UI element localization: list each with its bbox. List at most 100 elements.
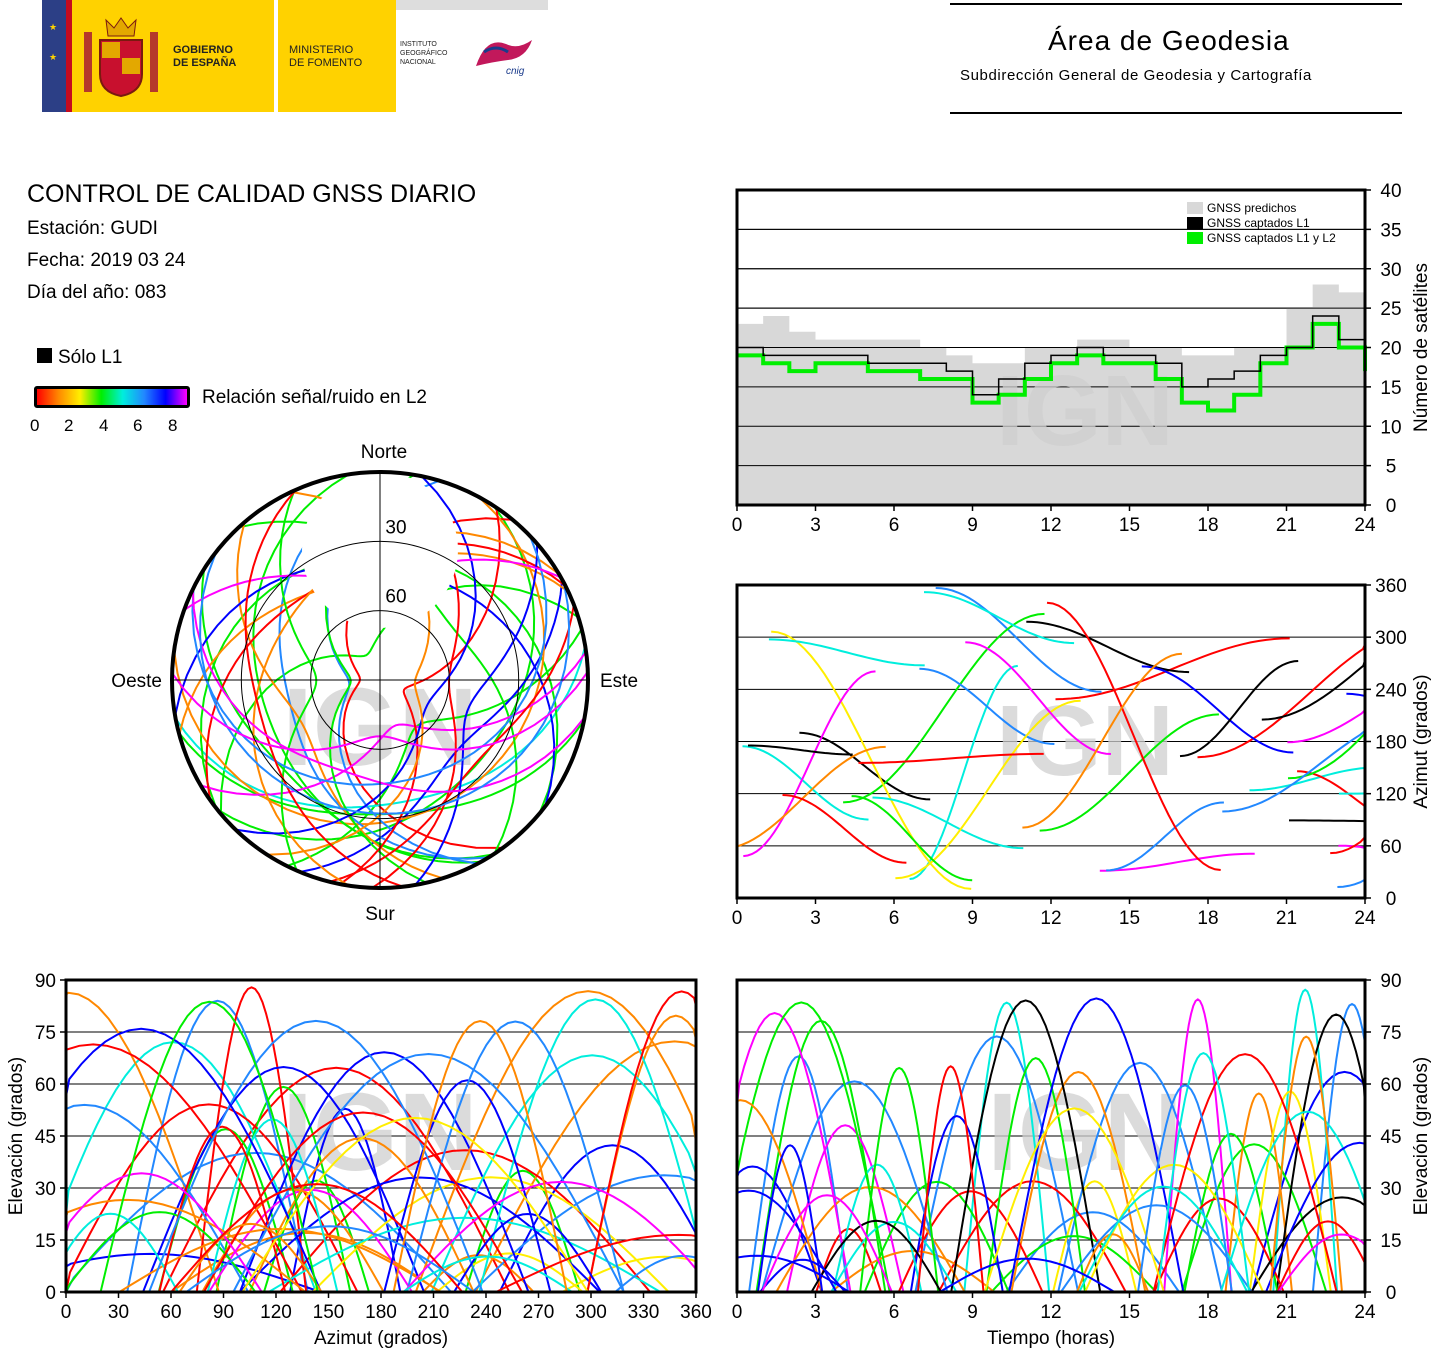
x-tick-label: 15 <box>1119 1302 1140 1323</box>
x-tick-label: 3 <box>810 908 821 929</box>
elt-track <box>863 1180 1010 1293</box>
series-l1-line <box>737 315 1366 396</box>
y-tick-label: 0 <box>1386 889 1397 910</box>
y-tick-label: 60 <box>35 1075 56 1096</box>
elt-track <box>1137 1084 1233 1293</box>
x-tick-label: 0 <box>732 1302 743 1323</box>
azimuth-track <box>1289 820 1365 821</box>
azimuth-track <box>1047 603 1221 870</box>
snr-tick-8: 8 <box>168 416 178 435</box>
x-tick-label: 60 <box>160 1302 181 1323</box>
skyplot-track <box>329 604 575 883</box>
x-tick-label: 120 <box>260 1302 292 1323</box>
skyplot-track <box>278 471 489 860</box>
y-tick-label: 30 <box>1380 260 1401 281</box>
x-tick-label: 0 <box>732 515 743 535</box>
elt-track <box>859 1066 940 1293</box>
legend-label: GNSS predichos <box>1207 201 1296 215</box>
y-tick-label: 90 <box>1380 971 1401 992</box>
x-tick-label: 180 <box>365 1302 397 1323</box>
elaz-track <box>65 1211 257 1293</box>
legend-swatch <box>1187 217 1203 229</box>
elt-track <box>1060 1204 1253 1293</box>
azimuth-track <box>1338 846 1365 897</box>
azimuth-track <box>843 614 1044 803</box>
x-tick-label: 90 <box>213 1302 234 1323</box>
elt-track <box>1275 1013 1366 1293</box>
x-tick-label: 6 <box>889 515 900 535</box>
skyplot-track <box>200 651 587 796</box>
x-tick-label: 21 <box>1276 908 1297 929</box>
count-watermark: IGN <box>996 355 1174 467</box>
elaz-track <box>436 1252 584 1293</box>
elaz-track <box>178 1222 323 1293</box>
x-axis-label: Azimut (grados) <box>314 1328 448 1349</box>
azimuth-track <box>748 746 853 755</box>
elaz-track <box>206 1118 339 1293</box>
elaz-track <box>118 1227 442 1293</box>
azimuth-track <box>743 746 869 819</box>
x-tick-label: 24 <box>1354 515 1376 535</box>
y-tick-label: 240 <box>1375 680 1407 701</box>
elaz-track <box>232 1052 625 1293</box>
skyplot-track <box>199 551 571 815</box>
elt-track <box>1224 1092 1293 1293</box>
x-tick-label: 0 <box>732 908 743 929</box>
area-title-box: Área de Geodesia Subdirección General de… <box>950 3 1402 114</box>
elt-track <box>736 1001 891 1293</box>
elt-track <box>914 1035 1080 1293</box>
x-tick-label: 270 <box>523 1302 555 1323</box>
eu-flag-stripe: ★ ★ <box>42 0 66 112</box>
elaz-track <box>478 998 697 1293</box>
elaz-track <box>162 1066 511 1293</box>
elaz-track <box>185 1225 475 1293</box>
elt-track <box>1183 1132 1279 1293</box>
skyplot-track <box>216 505 536 841</box>
elaz-track <box>402 1255 573 1293</box>
snr-tick-0: 0 <box>30 416 40 435</box>
ign-line2: GEOGRÁFICO <box>400 50 448 57</box>
y-tick-label: 40 <box>1380 181 1401 202</box>
y-tick-label: 75 <box>1380 1023 1401 1044</box>
elaz-track <box>126 999 309 1293</box>
y-axis-label: Azimut (grados) <box>1411 674 1432 808</box>
y-tick-label: 60 <box>1380 1075 1401 1096</box>
snr-tick-6: 6 <box>133 416 143 435</box>
area-subtitle: Subdirección General de Geodesia y Carto… <box>960 67 1312 84</box>
elaz-track <box>195 986 308 1293</box>
x-tick-label: 15 <box>1119 515 1140 535</box>
elt-track <box>985 1057 1086 1293</box>
elt-track <box>1078 1185 1249 1293</box>
x-tick-label: 300 <box>575 1302 607 1323</box>
y-axis-label: Número de satélites <box>1411 263 1432 432</box>
gobierno-logo: GOBIERNO DE ESPAÑA <box>66 0 274 112</box>
legend-swatch <box>1187 202 1203 214</box>
y-tick-label: 0 <box>1386 1283 1397 1304</box>
x-tick-label: 12 <box>1040 908 1061 929</box>
azimuth-track <box>1339 793 1365 794</box>
x-tick-label: 6 <box>889 1302 900 1323</box>
skyplot-track <box>191 535 548 786</box>
azimuth-track <box>1040 714 1219 830</box>
l1-only-label: Sólo L1 <box>58 347 123 368</box>
elaz-track <box>241 1116 589 1293</box>
x-tick-label: 0 <box>61 1302 72 1323</box>
y-tick-label: 20 <box>1380 339 1401 360</box>
elt-track <box>1005 1211 1180 1293</box>
y-tick-label: 35 <box>1380 220 1401 241</box>
y-tick-label: 10 <box>1380 417 1401 438</box>
station: Estación: GUDI <box>27 218 158 239</box>
l1-only-swatch <box>37 348 52 363</box>
azimuth-watermark: IGN <box>996 685 1174 797</box>
x-tick-label: 21 <box>1276 515 1297 535</box>
azimuth-track <box>1288 602 1365 778</box>
y-tick-label: 180 <box>1375 733 1407 754</box>
y-tick-label: 0 <box>1386 496 1397 517</box>
x-tick-label: 18 <box>1197 515 1218 535</box>
y-tick-label: 25 <box>1380 299 1401 320</box>
ministerio-logo: MINISTERIO DE FOMENTO <box>278 0 396 112</box>
azimuth-track <box>1262 612 1365 720</box>
elt-track <box>756 1144 824 1293</box>
